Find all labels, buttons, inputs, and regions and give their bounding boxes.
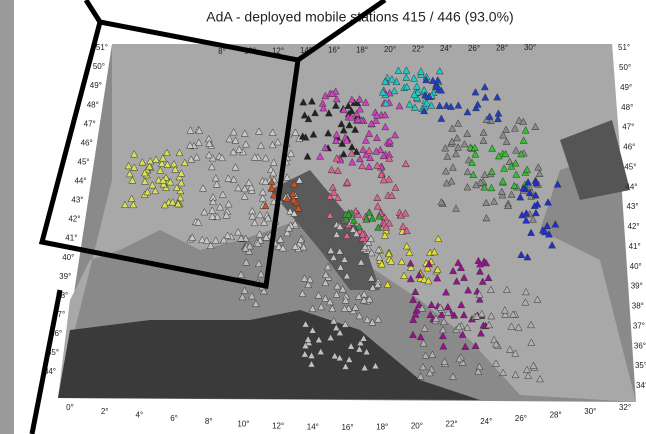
lat-label-right: 36°: [634, 341, 646, 350]
lat-label-right: 42°: [628, 222, 640, 231]
lon-label-top: 18°: [356, 45, 368, 54]
lon-label-top: 28°: [496, 43, 508, 52]
lat-label-right: 46°: [623, 143, 635, 152]
lat-label-left: 48°: [87, 100, 99, 109]
lat-label-right: 39°: [631, 282, 643, 291]
lon-label-bottom: 4°: [136, 411, 144, 420]
lat-label-right: 40°: [630, 262, 642, 271]
lon-label-bottom: 22°: [446, 420, 458, 429]
lat-label-left: 42°: [68, 215, 80, 224]
lon-label-bottom: 10°: [237, 420, 249, 429]
lon-label-bottom: 26°: [515, 414, 527, 423]
lon-label-top: 30°: [524, 43, 536, 52]
lat-label-left: 39°: [59, 272, 71, 281]
lon-label-bottom: 28°: [550, 411, 562, 420]
lat-label-right: 44°: [625, 182, 637, 191]
lon-label-top: 26°: [468, 44, 480, 53]
lon-label-top: 24°: [440, 44, 452, 53]
lat-label-left: 49°: [90, 81, 102, 90]
lat-label-right: 35°: [635, 361, 646, 370]
lat-label-right: 50°: [619, 63, 631, 72]
lat-label-left: 45°: [78, 157, 90, 166]
lon-label-top: 20°: [384, 45, 396, 54]
lon-label-bottom: 24°: [480, 417, 492, 426]
lon-label-bottom: 0°: [66, 403, 74, 412]
lon-label-bottom: 6°: [170, 414, 178, 423]
lon-label-top: 22°: [412, 45, 424, 54]
lat-label-left: 50°: [93, 62, 105, 71]
lat-label-right: 41°: [629, 242, 641, 251]
lat-label-right: 51°: [618, 43, 630, 52]
lat-label-right: 34°: [636, 381, 646, 390]
lon-label-bottom: 2°: [101, 407, 109, 416]
lon-label-bottom: 14°: [307, 423, 319, 432]
lon-label-bottom: 16°: [341, 423, 353, 432]
lat-label-right: 49°: [620, 83, 632, 92]
lon-label-bottom: 30°: [584, 407, 596, 416]
lat-label-left: 46°: [81, 138, 93, 147]
lon-label-bottom: 32°: [619, 403, 631, 412]
lon-label-bottom: 18°: [376, 423, 388, 432]
lat-label-right: 38°: [632, 302, 644, 311]
lat-label-left: 51°: [96, 43, 108, 52]
lon-label-bottom: 8°: [205, 417, 213, 426]
lon-label-top: 16°: [328, 46, 340, 55]
lat-label-right: 43°: [626, 202, 638, 211]
lat-label-left: 41°: [65, 234, 77, 243]
lat-label-left: 43°: [71, 196, 83, 205]
lon-label-bottom: 20°: [411, 421, 423, 430]
side-strip: [0, 0, 14, 434]
lat-label-right: 48°: [621, 103, 633, 112]
lat-label-left: 44°: [74, 177, 86, 186]
lat-label-right: 47°: [622, 123, 634, 132]
lat-label-right: 45°: [624, 162, 636, 171]
lat-label-right: 37°: [633, 321, 645, 330]
map: 51° 50° 49° 48° 47° 46° 45° 44° 43° 42° 41° 40° 39° 3…: [0, 0, 646, 434]
lat-label-left: 47°: [84, 119, 96, 128]
lat-label-left: 40°: [62, 253, 74, 262]
lon-label-bottom: 12°: [272, 421, 284, 430]
